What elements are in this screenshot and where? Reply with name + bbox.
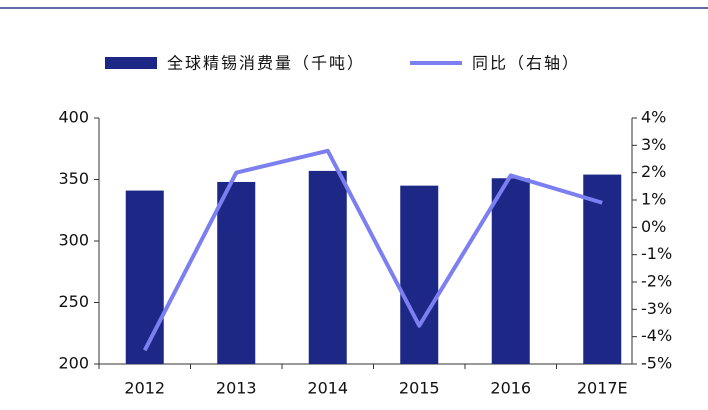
line [142,148,603,352]
y2-tick-label: -5% [641,354,672,373]
legend-swatch [105,57,157,69]
x-tick-label: 2013 [216,379,257,398]
y-tick-label: 250 [58,292,89,311]
y2-tick-label: -2% [641,272,672,291]
bar [583,174,622,364]
x-tick-label: 2016 [490,379,531,398]
x-tick-label: 2014 [307,379,348,398]
y-tick-label: 400 [58,108,89,127]
y2-tick-label: 0% [641,217,666,236]
legend-label: 同比（右轴） [472,54,580,73]
y-tick-label: 200 [58,354,89,373]
y2-tick-label: 1% [641,190,666,209]
legend-label: 全球精锡消费量（千吨） [167,54,365,73]
y2-tick-label: -1% [641,244,672,263]
y2-tick-label: 4% [641,108,666,127]
y2-tick-label: 2% [641,162,666,181]
x-tick-label: 2015 [399,379,440,398]
bar [125,190,164,364]
bar [217,181,256,364]
bar [400,185,439,364]
y-tick-label: 300 [58,231,89,250]
bar [308,170,347,364]
bar [491,178,530,364]
y2-tick-label: -4% [641,326,672,345]
x-tick-label: 2012 [124,379,165,398]
y2-tick-label: 3% [641,135,666,154]
x-tick-label: 2017E [577,379,628,398]
y2-tick-label: -3% [641,299,672,318]
y-tick-label: 350 [58,169,89,188]
